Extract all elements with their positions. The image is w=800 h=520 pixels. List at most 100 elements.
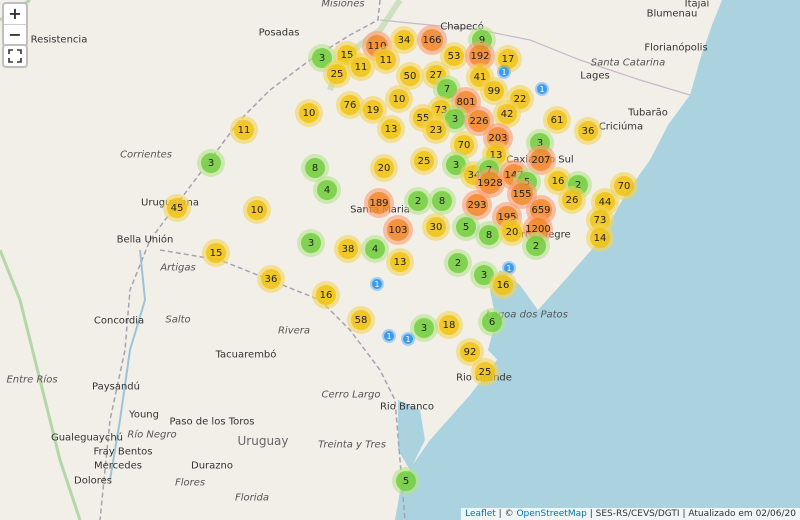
cluster-marker[interactable]: 1 xyxy=(401,332,415,346)
cluster-count: 3 xyxy=(445,109,465,129)
cluster-count: 15 xyxy=(206,243,226,263)
cluster-marker[interactable]: 4 xyxy=(313,176,341,204)
cluster-marker[interactable]: 2 xyxy=(444,249,472,277)
cluster-count: 4 xyxy=(365,239,385,259)
place-label: Mercedes xyxy=(93,460,143,472)
cluster-marker[interactable]: 1 xyxy=(382,329,396,343)
cluster-marker[interactable]: 3 xyxy=(197,149,225,177)
cluster-count: 16 xyxy=(493,275,513,295)
cluster-marker[interactable]: 11 xyxy=(230,116,258,144)
cluster-marker[interactable]: 5 xyxy=(452,213,480,241)
place-label: Concordia xyxy=(93,315,145,327)
cluster-marker[interactable]: 61 xyxy=(543,106,571,134)
cluster-marker[interactable]: 6 xyxy=(478,308,506,336)
cluster-count: 11 xyxy=(376,50,396,70)
place-label: Río Negro xyxy=(127,429,177,441)
osm-link[interactable]: OpenStreetMap xyxy=(516,509,587,519)
cluster-count: 3 xyxy=(201,153,221,173)
cluster-marker[interactable]: 13 xyxy=(377,115,405,143)
cluster-marker[interactable]: 13 xyxy=(482,141,510,169)
cluster-marker[interactable]: 3 xyxy=(297,229,325,257)
cluster-marker[interactable]: 5 xyxy=(392,467,420,495)
cluster-marker[interactable]: 36 xyxy=(574,117,602,145)
place-label: Gualeguaychú xyxy=(50,432,124,444)
cluster-marker[interactable]: 23 xyxy=(422,116,450,144)
cluster-count: 70 xyxy=(454,135,474,155)
cluster-marker[interactable]: 13 xyxy=(386,248,414,276)
cluster-marker[interactable]: 3 xyxy=(410,314,438,342)
cluster-marker[interactable]: 20 xyxy=(370,154,398,182)
cluster-marker[interactable]: 11 xyxy=(347,53,375,81)
cluster-count: 5 xyxy=(456,217,476,237)
cluster-count: 3 xyxy=(414,318,434,338)
cluster-marker[interactable]: 16 xyxy=(489,271,517,299)
cluster-count: 8 xyxy=(432,191,452,211)
cluster-count: 1 xyxy=(403,334,413,344)
cluster-marker[interactable]: 58 xyxy=(347,306,375,334)
place-label: Florianópolis xyxy=(644,42,708,54)
cluster-marker[interactable]: 20 xyxy=(498,218,526,246)
leaflet-link[interactable]: Leaflet xyxy=(465,509,496,519)
cluster-count: 25 xyxy=(327,64,347,84)
cluster-marker[interactable]: 10 xyxy=(295,99,323,127)
cluster-marker[interactable]: 8 xyxy=(428,187,456,215)
cluster-count: 18 xyxy=(439,315,459,335)
cluster-marker[interactable]: 103 xyxy=(383,215,413,245)
cluster-count: 1928 xyxy=(477,172,503,194)
cluster-count: 99 xyxy=(484,81,504,101)
cluster-count: 6 xyxy=(482,312,502,332)
cluster-marker[interactable]: 15 xyxy=(202,239,230,267)
cluster-count: 38 xyxy=(338,239,358,259)
cluster-marker[interactable]: 3 xyxy=(441,105,469,133)
cluster-marker[interactable]: 45 xyxy=(163,194,191,222)
cluster-marker[interactable]: 14 xyxy=(586,224,614,252)
cluster-marker[interactable]: 1 xyxy=(535,82,549,96)
cluster-count: 36 xyxy=(578,121,598,141)
place-label: Tubarão xyxy=(628,107,668,119)
cluster-marker[interactable]: 1 xyxy=(370,277,384,291)
cluster-marker[interactable]: 10 xyxy=(243,196,271,224)
zoom-control: + − xyxy=(2,2,28,47)
cluster-marker[interactable]: 2 xyxy=(404,187,432,215)
fullscreen-button[interactable] xyxy=(4,46,26,66)
cluster-marker[interactable]: 2 xyxy=(522,232,550,260)
cluster-marker[interactable]: 4 xyxy=(361,235,389,263)
cluster-count: 45 xyxy=(167,198,187,218)
cluster-marker[interactable]: 189 xyxy=(364,188,394,218)
cluster-marker[interactable]: 192 xyxy=(465,41,495,71)
cluster-marker[interactable]: 1 xyxy=(497,65,511,79)
cluster-marker[interactable]: 11 xyxy=(372,46,400,74)
place-label: Salto xyxy=(165,314,191,326)
cluster-count: 26 xyxy=(562,190,582,210)
place-label: Treinta y Tres xyxy=(318,439,386,451)
cluster-marker[interactable]: 38 xyxy=(334,235,362,263)
cluster-count: 2 xyxy=(408,191,428,211)
cluster-marker[interactable]: 30 xyxy=(422,213,450,241)
zoom-in[interactable]: + xyxy=(4,4,26,25)
cluster-count: 1 xyxy=(384,331,394,341)
zoom-out[interactable]: − xyxy=(8,25,22,44)
place-label: Lagoa dos Patos xyxy=(486,309,568,321)
place-label: Artigas xyxy=(160,262,196,274)
place-label: Flores xyxy=(174,477,206,489)
cluster-count: 5 xyxy=(396,471,416,491)
cluster-marker[interactable]: 25 xyxy=(410,147,438,175)
place-label: Fray Bentos xyxy=(93,446,153,458)
place-label: Posadas xyxy=(258,27,300,39)
cluster-marker[interactable]: 16 xyxy=(312,281,340,309)
cluster-marker[interactable]: 25 xyxy=(471,358,499,386)
cluster-marker[interactable]: 53 xyxy=(440,42,468,70)
cluster-marker[interactable]: 18 xyxy=(435,311,463,339)
cluster-count: 4 xyxy=(317,180,337,200)
cluster-marker[interactable]: 36 xyxy=(257,265,285,293)
cluster-marker[interactable]: 10 xyxy=(385,85,413,113)
place-label: Chapecó xyxy=(440,21,484,33)
cluster-count: 42 xyxy=(497,104,517,124)
cluster-count: 20 xyxy=(502,222,522,242)
cluster-marker[interactable]: 26 xyxy=(558,186,586,214)
place-label: Lages xyxy=(580,70,610,82)
cluster-marker[interactable]: 25 xyxy=(323,60,351,88)
border xyxy=(159,249,406,520)
cluster-count: 226 xyxy=(468,110,490,132)
